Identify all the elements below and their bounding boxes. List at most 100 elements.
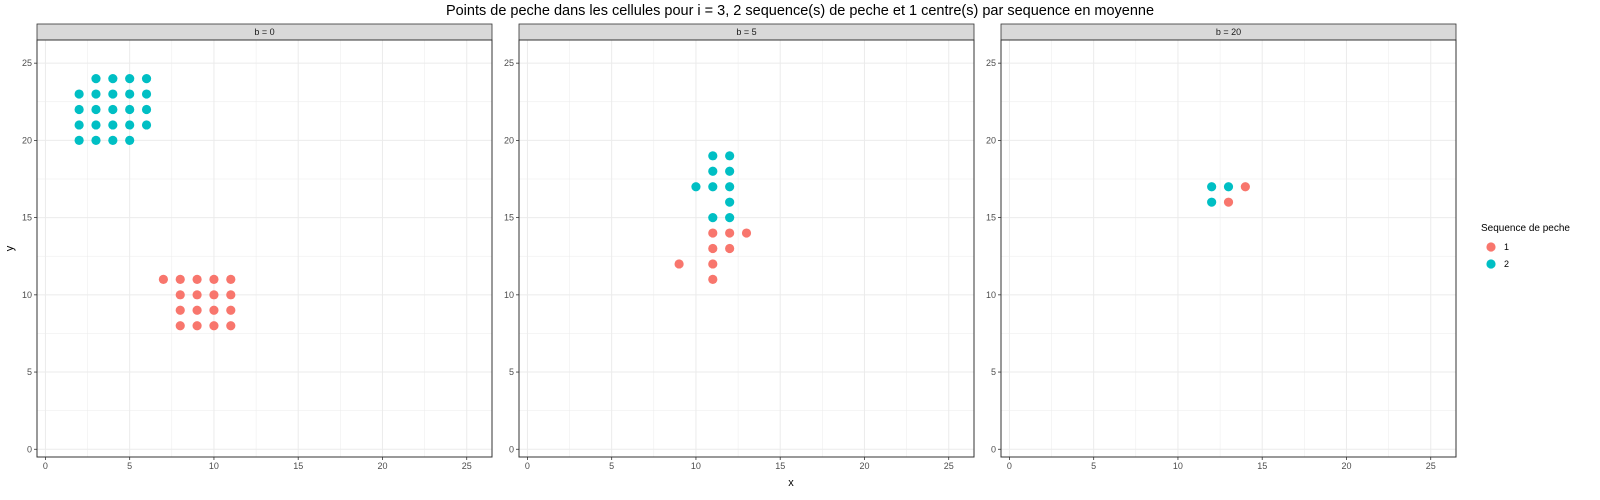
y-tick-label: 25 [504,58,514,68]
data-point-seq-2 [125,104,135,115]
data-point-seq-1 [209,290,219,300]
data-point-seq-2 [91,120,101,130]
data-point-seq-2 [108,89,118,99]
data-point-seq-2 [725,182,735,192]
data-point-seq-1 [192,321,202,331]
x-tick-label: 0 [43,461,48,471]
data-point-seq-2 [725,197,735,207]
data-point-seq-2 [74,104,84,115]
y-tick-label: 20 [22,135,32,145]
data-point-seq-2 [725,213,735,223]
data-point-seq-1 [175,305,185,315]
data-point-seq-2 [91,104,101,115]
x-tick-label: 5 [1091,461,1096,471]
facet-panel: b = 20 0 5 10 15 20 25 0 5 10 15 20 25 [986,23,1457,471]
facet-panel: b = 0 0 5 10 15 20 25 0 5 10 15 20 25 [22,23,493,471]
x-tick-label: 15 [775,461,785,471]
x-tick-label: 20 [859,461,869,471]
data-point-seq-1 [226,274,236,284]
x-tick-label: 15 [293,461,303,471]
data-point-seq-2 [108,120,118,130]
data-point-seq-1 [209,274,219,284]
x-tick-label: 15 [1257,461,1267,471]
data-point-seq-2 [108,104,118,115]
data-point-seq-2 [708,213,718,223]
chart-title: Points de peche dans les cellules pour i… [445,3,1155,19]
data-point-seq-2 [108,135,118,145]
data-point-seq-2 [1207,197,1217,207]
y-axis-title: y [4,245,16,251]
x-tick-label: 10 [209,461,219,471]
data-point-seq-1 [741,228,752,238]
x-tick-label: 20 [1341,461,1351,471]
x-tick-label: 5 [127,461,132,471]
facet-panel: b = 5 0 5 10 15 20 25 0 5 10 15 20 25 [504,23,975,471]
y-tick-label: 5 [27,367,32,377]
data-point-seq-1 [192,305,202,315]
data-point-seq-2 [141,74,152,84]
panel-border [1000,39,1457,458]
data-point-seq-2 [141,104,152,115]
legend: Sequence de peche 1 2 [1481,223,1570,272]
legend-key-1 [1486,242,1496,252]
y-tick-label: 5 [509,367,514,377]
data-point-seq-2 [708,182,718,192]
y-tick-label: 0 [509,444,514,454]
data-point-seq-2 [74,120,84,130]
data-point-seq-2 [691,182,701,192]
data-point-seq-2 [708,166,718,176]
legend-label: 1 [1504,242,1509,252]
data-point-seq-1 [1240,182,1250,192]
y-tick-label: 10 [986,290,996,300]
x-tick-label: 25 [462,461,472,471]
data-point-seq-2 [141,120,152,130]
y-tick-label: 0 [27,444,32,454]
x-tick-label: 5 [609,461,614,471]
data-point-seq-2 [708,151,718,161]
data-point-seq-1 [708,259,718,269]
y-tick-label: 20 [504,135,514,145]
panel-border [36,39,493,458]
legend-key-2 [1486,259,1496,269]
data-point-seq-2 [74,89,84,99]
data-point-seq-1 [708,228,718,238]
data-point-seq-1 [708,274,718,284]
x-tick-label: 0 [525,461,530,471]
data-point-seq-2 [125,135,135,145]
data-point-seq-1 [175,290,185,300]
x-tick-label: 25 [1426,461,1436,471]
data-point-seq-2 [74,135,84,145]
data-point-seq-1 [708,243,718,254]
data-point-seq-1 [226,290,236,300]
data-point-seq-1 [175,274,185,284]
y-tick-label: 15 [504,213,514,223]
legend-label: 2 [1504,259,1509,269]
y-tick-label: 20 [986,135,996,145]
facet-strip-label: b = 20 [1216,27,1241,37]
data-point-seq-1 [175,321,185,331]
panel-border [518,39,975,458]
data-point-seq-1 [1223,197,1234,207]
data-point-seq-2 [141,89,152,99]
x-tick-label: 25 [944,461,954,471]
y-tick-label: 25 [22,58,32,68]
facet-strip-label: b = 5 [736,27,756,37]
data-point-seq-1 [674,259,684,269]
data-point-seq-2 [91,89,101,99]
data-point-seq-1 [209,321,219,331]
data-point-seq-2 [108,74,118,84]
y-tick-label: 15 [22,213,32,223]
data-point-seq-1 [192,274,202,284]
y-tick-label: 0 [991,444,996,454]
data-point-seq-2 [1223,182,1234,192]
data-point-seq-2 [1207,182,1217,192]
y-tick-label: 10 [22,290,32,300]
facet-strip-label: b = 0 [254,27,274,37]
x-tick-label: 20 [377,461,387,471]
data-point-seq-2 [725,166,735,176]
legend-title: Sequence de peche [1481,223,1570,234]
data-point-seq-2 [125,89,135,99]
data-point-seq-1 [725,243,735,254]
data-point-seq-1 [725,228,735,238]
